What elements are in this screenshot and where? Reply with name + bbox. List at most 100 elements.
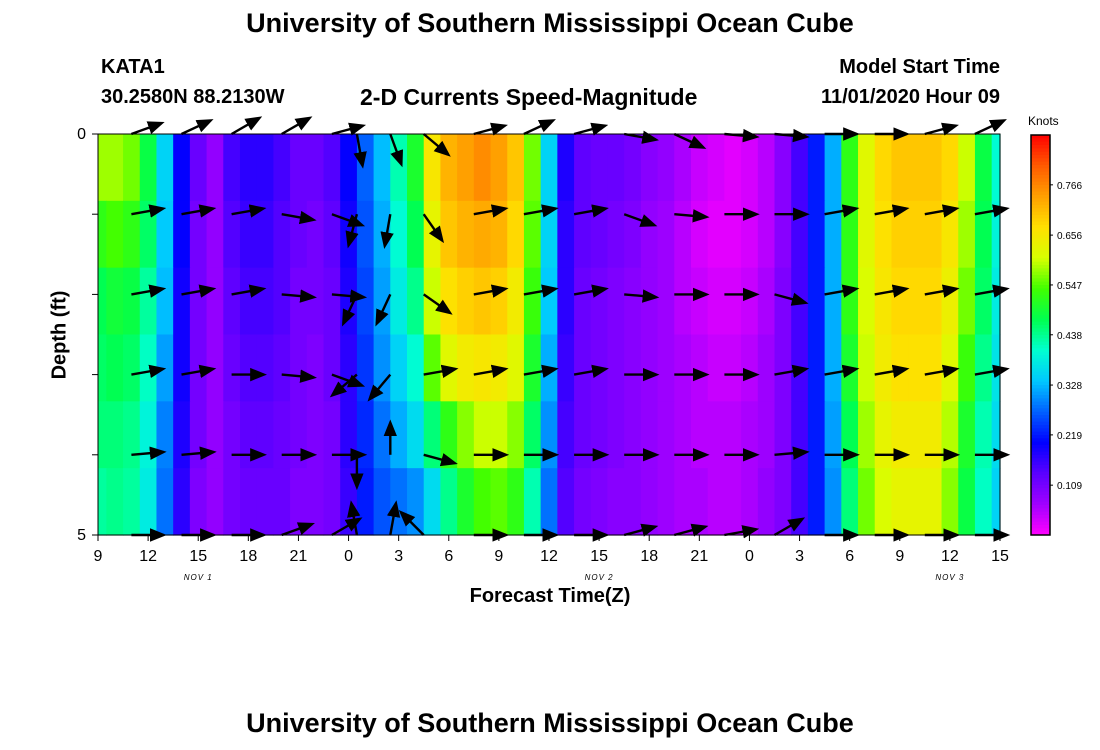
colorbar-swatch [1031, 225, 1050, 229]
current-vector [623, 523, 659, 537]
heatmap-cell [407, 334, 425, 402]
heatmap-cell [123, 468, 141, 536]
colorbar-unit: Knots [1028, 114, 1059, 128]
heatmap-cell [924, 401, 943, 469]
heatmap-cell [624, 267, 642, 336]
heatmap-cell [657, 401, 675, 469]
heatmap-cell [98, 200, 107, 269]
heatmap-cell [189, 468, 208, 536]
heatmap-cell [223, 134, 241, 202]
heatmap-cell [824, 134, 842, 202]
heatmap-cell [757, 267, 776, 336]
heatmap-cell [757, 200, 776, 269]
current-vector [131, 364, 167, 378]
heatmap-cell [507, 401, 525, 469]
heatmap-cell [323, 134, 341, 202]
x-tick-label: 0 [745, 548, 754, 565]
colorbar-swatch [1031, 458, 1050, 463]
heatmap-cell [490, 401, 508, 469]
heatmap-cell [490, 200, 508, 269]
colorbar-swatch [1031, 475, 1050, 479]
heatmap-cell [924, 200, 943, 269]
heatmap-cell [874, 267, 893, 336]
heatmap-cell [139, 401, 158, 469]
heatmap-cell [540, 468, 558, 536]
colorbar-swatch [1031, 401, 1050, 406]
heatmap-cell [323, 267, 341, 336]
current-vector [523, 204, 559, 218]
heatmap-cell [640, 267, 659, 336]
x-tick-label: 12 [941, 548, 959, 565]
heatmap-cell [574, 468, 592, 536]
heatmap-cell [156, 468, 174, 536]
heatmap-cell [640, 134, 659, 202]
heatmap-cell [473, 468, 492, 536]
heatmap-cell [824, 401, 842, 469]
heatmap-cell [557, 200, 575, 269]
heatmap-cell [891, 401, 909, 469]
heatmap-cell [156, 200, 174, 269]
colorbar-swatch [1031, 171, 1050, 176]
colorbar-swatch [1031, 408, 1050, 413]
current-vector [924, 122, 959, 136]
heatmap-cell [223, 401, 241, 469]
current-vector [331, 373, 366, 388]
station-id: KATA1 [101, 56, 165, 78]
colorbar-swatch [1031, 188, 1050, 193]
heatmap-cell [223, 267, 241, 336]
heatmap-cell [356, 334, 375, 402]
heatmap-cell [574, 200, 592, 269]
heatmap-cell [807, 334, 826, 402]
current-vector [473, 122, 508, 136]
heatmap-cell [98, 401, 107, 469]
colorbar-swatch [1031, 235, 1050, 239]
heatmap-cell [724, 334, 742, 402]
x-axis-label: Forecast Time(Z) [469, 585, 631, 607]
colorbar-swatch [1031, 371, 1050, 376]
current-vector [523, 364, 559, 378]
heatmap-cell [791, 468, 809, 536]
heatmap-cell [156, 334, 174, 402]
colorbar-swatch [1031, 221, 1050, 226]
colorbar-tick-label: 0.656 [1057, 231, 1082, 242]
heatmap-cell [908, 267, 926, 336]
heatmap-cell [891, 334, 909, 402]
x-tick-label: 9 [895, 548, 904, 565]
chart-axes: 9 12 15 18 21 0 3 6 9 12 15 18 21 0 3 6 9 12 15 0 5 NOV 1 NOV … [77, 126, 1009, 582]
colorbar-swatch [1031, 428, 1050, 433]
current-vector [180, 119, 214, 136]
current-vector [624, 289, 660, 303]
colorbar-swatch [1031, 468, 1050, 473]
heatmap-cell [707, 334, 725, 402]
heatmap-cell [440, 334, 458, 402]
current-vector [423, 453, 458, 467]
heatmap-cell [523, 334, 542, 402]
heatmap-cell [757, 334, 776, 402]
current-vector [874, 204, 910, 218]
heatmap-cell [924, 468, 943, 536]
colorbar-tick-label: 0.219 [1057, 431, 1082, 442]
heatmap-cell [407, 401, 425, 469]
heatmap-cell [791, 334, 809, 402]
heatmap-cell [741, 134, 759, 202]
current-vector [874, 284, 910, 298]
heatmap-cell [574, 334, 592, 402]
heatmap-cell [189, 334, 208, 402]
heatmap-cell [908, 334, 926, 402]
current-vector [573, 364, 609, 378]
colorbar-swatch [1031, 381, 1050, 386]
heatmap-cell [457, 200, 475, 269]
heatmap-cell [991, 134, 1001, 202]
heatmap-cell [507, 334, 525, 402]
current-vector [131, 284, 167, 298]
heatmap-cell [858, 134, 876, 202]
colorbar-swatch [1031, 528, 1050, 533]
heatmap-cell [791, 200, 809, 269]
heatmap-cell [891, 200, 909, 269]
x-tick-label: 18 [640, 548, 658, 565]
colorbar-swatch [1031, 395, 1050, 399]
colorbar-swatch [1031, 431, 1050, 436]
colorbar-swatch [1031, 365, 1050, 369]
colorbar-swatch [1031, 201, 1050, 206]
footer-title: University of Southern Mississippi Ocean… [246, 708, 854, 738]
